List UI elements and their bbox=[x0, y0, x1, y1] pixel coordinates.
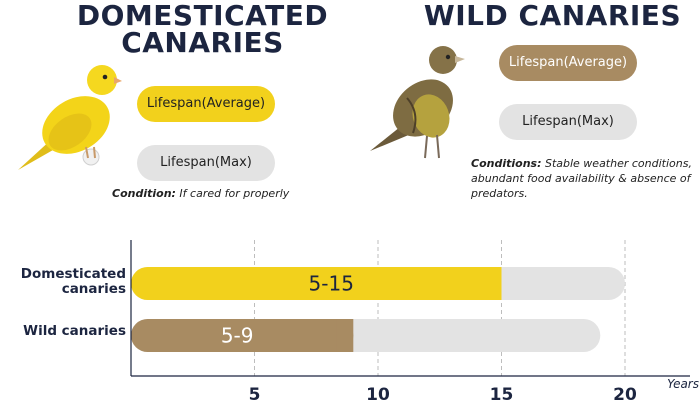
avg-bar-1 bbox=[131, 319, 354, 352]
domestic-title-line2: CANARIES bbox=[121, 26, 284, 59]
avg-value-label-1: 5-9 bbox=[221, 324, 254, 348]
wild-condition-note: Conditions: Stable weather conditions, a… bbox=[471, 156, 696, 201]
domestic-condition-prefix: Condition: bbox=[112, 187, 176, 200]
x-tick-label-10: 10 bbox=[366, 385, 390, 400]
wild-avg-legend: Lifespan(Average) bbox=[499, 45, 637, 81]
row-label-domestic: Domesticated canaries bbox=[20, 266, 126, 297]
wild-condition-text: Stable weather conditions, abundant food… bbox=[471, 157, 692, 200]
x-tick-label-15: 15 bbox=[490, 385, 514, 400]
row-label-wild: Wild canaries bbox=[23, 323, 126, 339]
domestic-title-line1: DOMESTICATED bbox=[76, 0, 329, 32]
lifespan-chart: 5-15 5-9 5 10 15 20 Years bbox=[130, 240, 699, 400]
domestic-canary-image bbox=[18, 65, 122, 170]
domestic-max-legend: Lifespan(Max) bbox=[137, 145, 275, 181]
domestic-condition-note: Condition: If cared for properly bbox=[112, 186, 322, 201]
avg-value-label-0: 5-15 bbox=[309, 272, 354, 296]
avg-bar-end-0 bbox=[485, 267, 502, 300]
x-axis-label: Years bbox=[667, 377, 699, 391]
domestic-condition-text: If cared for properly bbox=[175, 187, 290, 200]
avg-bar-end-1 bbox=[336, 319, 354, 352]
wild-condition-prefix: Conditions: bbox=[471, 157, 542, 170]
wild-title: WILD CANARIES bbox=[423, 0, 682, 32]
x-tick-label-5: 5 bbox=[249, 385, 261, 400]
x-tick-label-20: 20 bbox=[613, 385, 637, 400]
avg-bar-0 bbox=[131, 267, 502, 300]
wild-max-legend: Lifespan(Max) bbox=[499, 104, 637, 140]
domestic-avg-legend: Lifespan(Average) bbox=[137, 86, 275, 122]
domestic-title: DOMESTICATED CANARIES bbox=[60, 0, 345, 59]
wild-canary-image bbox=[370, 46, 465, 159]
